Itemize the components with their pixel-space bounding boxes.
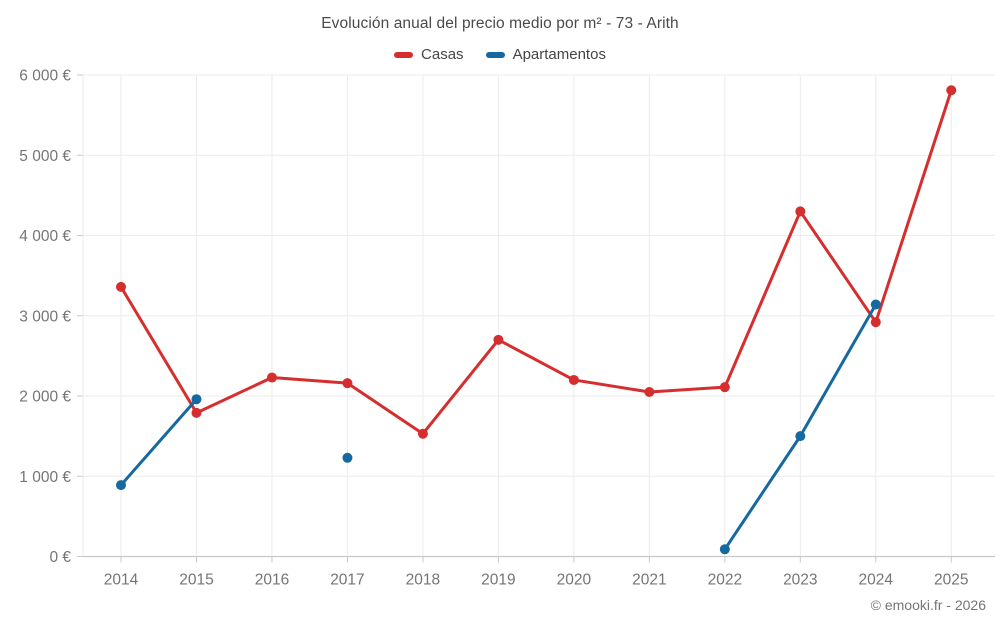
- apartamentos-legend-marker-icon: [485, 51, 505, 58]
- casas-data-point[interactable]: [719, 382, 730, 393]
- y-tick-label: 6 000 €: [19, 68, 71, 85]
- apartamentos-data-point[interactable]: [870, 299, 881, 310]
- legend: Casas Apartamentos: [0, 46, 1000, 63]
- apartamentos-data-point[interactable]: [116, 480, 126, 491]
- casas-data-point[interactable]: [417, 428, 428, 439]
- x-tick-label: 2020: [557, 572, 592, 589]
- apartamentos-data-point[interactable]: [342, 452, 353, 463]
- y-tick-label: 2 000 €: [19, 389, 71, 406]
- legend-label-casas: Casas: [421, 46, 464, 63]
- casas-data-point[interactable]: [191, 407, 202, 418]
- casas-data-point[interactable]: [644, 386, 655, 397]
- x-tick-label: 2016: [255, 572, 289, 589]
- x-tick-label: 2022: [708, 572, 742, 589]
- y-tick-label: 1 000 €: [19, 469, 71, 486]
- apartamentos-data-point[interactable]: [191, 394, 202, 405]
- casas-data-point[interactable]: [795, 206, 806, 217]
- x-tick-label: 2024: [859, 572, 894, 589]
- casas-line: [119, 88, 953, 436]
- x-tick-label: 2021: [632, 572, 666, 589]
- chart-title: Evolución anual del precio medio por m² …: [321, 15, 679, 32]
- apartamentos-line: [119, 397, 198, 487]
- x-tick-label: 2015: [179, 572, 213, 589]
- y-tick-label: 0 €: [49, 549, 71, 566]
- y-tick-label: 5 000 €: [19, 148, 71, 165]
- y-tick-label: 4 000 €: [19, 228, 71, 245]
- casas-data-point[interactable]: [342, 378, 353, 389]
- legend-item-casas[interactable]: Casas: [394, 46, 464, 63]
- casas-data-point[interactable]: [266, 372, 277, 383]
- casas-data-point[interactable]: [870, 317, 881, 328]
- apartamentos-data-point[interactable]: [719, 544, 730, 555]
- casas-data-point[interactable]: [493, 334, 504, 345]
- apartamentos-data-point[interactable]: [795, 431, 806, 442]
- x-tick-label: 2019: [481, 572, 515, 589]
- x-tick-label: 2017: [330, 572, 364, 589]
- x-tick-label: 2018: [406, 572, 440, 589]
- y-tick-label: 3 000 €: [19, 308, 71, 325]
- casas-data-point[interactable]: [116, 281, 126, 292]
- x-tick-label: 2014: [104, 572, 139, 589]
- x-tick-label: 2023: [783, 572, 817, 589]
- casas-legend-marker-icon: [394, 51, 414, 58]
- x-tick-label: 2025: [934, 572, 968, 589]
- legend-label-apartamentos: Apartamentos: [512, 46, 606, 63]
- casas-data-point[interactable]: [568, 374, 579, 385]
- casas-data-point[interactable]: [946, 85, 957, 96]
- legend-item-apartamentos[interactable]: Apartamentos: [485, 46, 606, 63]
- copyright-text: © emooki.fr - 2026: [870, 597, 986, 613]
